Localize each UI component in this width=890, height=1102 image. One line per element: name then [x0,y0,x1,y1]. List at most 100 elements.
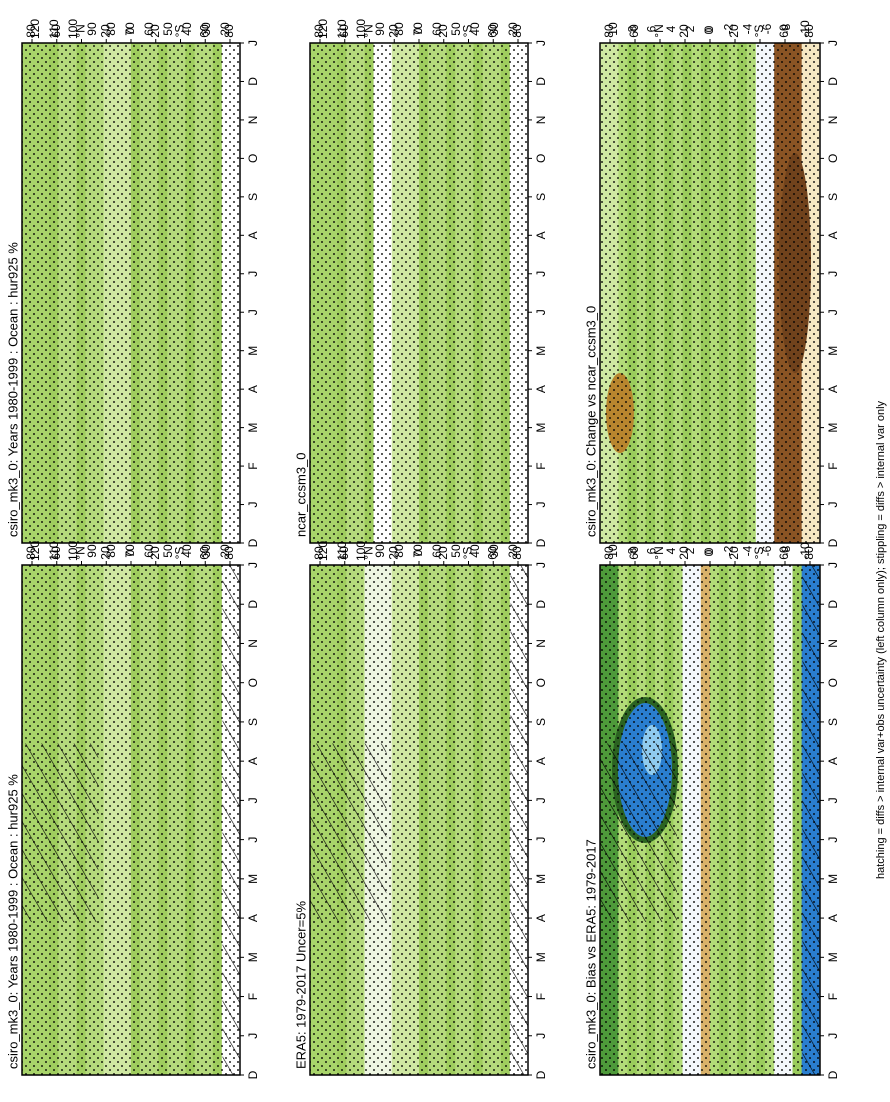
colorbar-label-p5-2: 6 [645,547,659,554]
lat-label-p5-3: 20 [677,546,691,560]
month-label-p3-9: S [534,718,548,726]
colorbar-label-p4-10: 20 [506,22,520,36]
month-label-p6-10: O [826,154,840,163]
panel-p3: D J F M A M J J A S O N D J 80 60 °N 20 0 20 °S 60 80 ERA5: 197… [293,500,548,1079]
lat-label-p2-3: 20 [98,24,112,38]
lat-label-p4-6: °S [461,25,475,38]
colorbar-label-p4-7: 50 [449,22,463,36]
colorbar-label-p5-3: 4 [664,547,678,554]
month-label-p1-10: O [246,678,260,687]
colorbar-label-p6-5: 0 [702,25,716,32]
colorbar-label-p3-4: 80 [392,544,406,558]
lat-label-p3-4: 0 [411,549,425,556]
month-label-p4-0: D [534,538,548,547]
colorbar-label-p1-6: 60 [142,544,156,558]
lat-label-p1-7: 60 [197,546,211,560]
month-label-p2-2: F [246,462,260,469]
hatching-edge-p3 [510,565,528,1075]
colorbar-label-p5-10: -10 [798,542,812,560]
month-label-p2-3: M [246,423,260,433]
month-label-p1-2: F [246,993,260,1000]
month-label-p5-13: J [826,562,840,568]
month-label-p3-1: J [534,1033,548,1039]
month-label-p6-13: J [826,40,840,46]
month-label-p1-8: A [246,757,260,765]
hatching-p3 [310,743,387,922]
month-label-p2-0: D [246,538,260,547]
colorbar-label-p2-1: 110 [47,19,61,38]
month-label-p2-4: A [246,385,260,393]
colorbar-label-p5-8: -6 [760,545,774,556]
panel-p4: D J F M A M J J A S O N D J 80 60 °N 20 0 20 °S 60 80 ncar_ccsm… [293,24,548,547]
month-label-p4-8: A [534,231,548,239]
lat-label-p3-2: °N [362,546,376,559]
colorbar-label-p1-2: 100 [66,541,80,561]
colorbar-label-p4-9: 30 [487,22,501,36]
month-label-p1-7: J [246,797,260,803]
lat-label-p1-1: 60 [49,546,63,560]
month-label-p3-12: D [534,600,548,609]
lat-label-p5-7: 60 [777,546,791,560]
month-label-p6-12: D [826,77,840,86]
lat-label-p4-7: 60 [485,24,499,38]
month-label-p3-2: F [534,993,548,1000]
month-label-p5-7: J [826,797,840,803]
lat-label-p1-5: 20 [148,546,162,560]
lat-label-p4-0: 80 [312,24,326,38]
lat-label-p4-3: 20 [386,24,400,38]
lat-label-p3-3: 20 [386,546,400,560]
colorbar-label-p3-8: 40 [468,544,482,558]
month-label-p4-13: J [534,40,548,46]
month-label-p4-2: F [534,462,548,469]
colorbar-label-p2-4: 80 [104,22,118,36]
month-label-p5-9: S [826,718,840,726]
panel-p5: D J F M A M J J A S O N D J 80 60 °N 20 0 20 °S 60 80 csiro_mk3… [583,500,840,1079]
month-label-p4-5: M [534,346,548,356]
stippling-p6 [600,43,820,543]
colorbar-label-p6-2: 6 [645,25,659,32]
panel-title-p2: csiro_mk3_0: Years 1980-1999 : Ocean : h… [5,242,20,537]
panel-p1: D J F M A M J J A S O N D J 80 60 °N 20 0 20 °S 60 80 csiro_mk3… [5,500,260,1079]
month-label-p6-8: A [826,231,840,239]
colorbar-label-p2-3: 90 [85,22,99,36]
colorbar-label-p4-0: 120 [316,19,330,39]
month-label-p4-4: A [534,385,548,393]
colorbar-label-p2-9: 30 [199,22,213,36]
colorbar-label-p1-0: 120 [28,541,42,561]
month-label-p6-2: F [826,462,840,469]
colorbar-label-p4-3: 90 [373,22,387,36]
colorbar-label-p5-9: -8 [779,545,793,556]
panel-title-p1: csiro_mk3_0: Years 1980-1999 : Ocean : h… [5,774,20,1069]
colorbar-label-p3-9: 30 [487,544,501,558]
lat-label-p1-3: 20 [98,546,112,560]
month-label-p3-11: N [534,639,548,648]
month-label-p4-3: M [534,423,548,433]
colorbar-label-p1-8: 40 [180,544,194,558]
month-label-p1-11: N [246,639,260,648]
month-label-p5-11: N [826,639,840,648]
month-label-p2-1: J [246,502,260,508]
month-label-p1-13: J [246,562,260,568]
lat-label-p6-5: 20 [727,24,741,38]
colorbar-label-p5-4: 2 [683,547,697,554]
lat-label-p6-1: 60 [627,24,641,38]
colorbar-label-p3-7: 50 [449,544,463,558]
month-label-p3-4: A [534,914,548,922]
month-label-p6-11: N [826,116,840,125]
lat-label-p1-8: 80 [222,546,236,560]
colorbar-label-p6-4: 2 [683,25,697,32]
colorbar-label-p3-5: 70 [411,544,425,558]
month-label-p3-10: O [534,678,548,687]
month-label-p4-6: J [534,309,548,315]
hatching-edge-p5 [802,565,820,1075]
lat-label-p6-3: 20 [677,24,691,38]
colorbar-label-p1-9: 30 [199,544,213,558]
panel-title-p5: csiro_mk3_0: Bias vs ERA5: 1979-2017 [583,839,598,1069]
lat-label-p6-7: 60 [777,24,791,38]
stippling-p2 [22,43,240,543]
lat-label-p5-1: 60 [627,546,641,560]
lat-label-p5-6: °S [752,547,766,560]
colorbar-label-p2-10: 20 [218,22,232,36]
month-label-p4-12: D [534,77,548,86]
